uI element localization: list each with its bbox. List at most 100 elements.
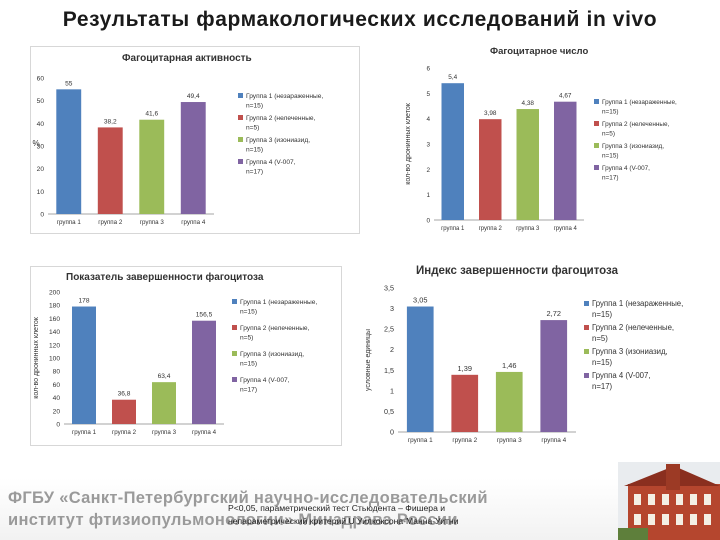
y-tick-label: 120 [49, 342, 60, 349]
institute-name-line2: институт фтизиопульмонологии» Минздрава … [8, 511, 458, 529]
legend-swatch [584, 373, 589, 378]
data-label: 49,4 [187, 93, 200, 100]
y-tick-label: 20 [53, 408, 61, 415]
x-tick-label: группа 3 [140, 219, 165, 226]
y-tick-label: 2 [426, 167, 430, 174]
legend-swatch [238, 115, 243, 120]
data-label: 55 [65, 80, 73, 87]
legend-entry: Группа 2 (нелеченные, n=5) [602, 121, 670, 137]
y-tick-label: 0,5 [384, 407, 394, 416]
legend-swatch [232, 377, 237, 382]
bar-группа-3 [152, 382, 176, 424]
y-tick-label: 4 [426, 116, 430, 123]
y-axis-label: кол-во дронинных клеток [405, 102, 412, 185]
chart-phagocytosis-completeness-index: Индекс завершенности фагоцитоза 0 0,5 1 1,5 2… [360, 260, 690, 448]
y-tick-label: 1,5 [384, 366, 394, 375]
bar-группа-1 [56, 89, 82, 214]
bar-группа-1 [406, 306, 434, 432]
y-tick-label: 40 [37, 121, 45, 128]
chart-svg: Показатель завершенности фагоцитоза 0 20 40… [30, 266, 342, 446]
data-label: 41,6 [145, 111, 158, 118]
legend-entry: Группа 4 (V-007, n=17) [592, 371, 651, 391]
y-tick-label: 6 [426, 66, 430, 73]
y-tick-label: 0 [40, 212, 44, 219]
x-tick-label: группа 1 [57, 219, 82, 226]
y-axis-label: % [32, 139, 39, 148]
y-tick-label: 140 [49, 329, 60, 336]
footer-band [0, 478, 720, 540]
statistics-note-line2: непараметрический критерий U Уилкоксона-… [228, 516, 459, 526]
chart-svg: Фагоцитарная активность 0 10 20 30 40 50 60% 55 г… [30, 46, 360, 234]
y-tick-label: 5 [426, 91, 430, 98]
x-tick-label: группа 4 [192, 429, 217, 436]
data-label: 63,4 [158, 373, 171, 380]
bar-группа-4 [192, 320, 216, 424]
legend-entry: Группа 1 (незараженные, n=15) [240, 299, 317, 316]
bar-группа-2 [479, 119, 502, 220]
legend-entry: Группа 1 (незараженные, n=15) [246, 93, 323, 110]
chart-svg: Индекс завершенности фагоцитоза 0 0,5 1 1,5 2… [365, 265, 683, 444]
chart-phagocytosis-completeness: Показатель завершенности фагоцитоза 0 20 40… [30, 266, 342, 446]
legend-entry: Группа 3 (изониазид, n=15) [602, 143, 664, 159]
y-tick-label: 50 [37, 98, 45, 105]
legend-swatch [584, 301, 589, 306]
statistics-note: P<0,05, параметрический тест Стьюдента –… [228, 502, 488, 528]
chart-svg: Фагоцитарное число 0 1 2 3 4 5 6 кол-во дронинны… [405, 46, 677, 232]
legend-swatch [232, 351, 237, 356]
x-tick-label: группа 2 [112, 429, 137, 436]
x-tick-label: группа 1 [72, 429, 97, 436]
data-label: 1,46 [502, 361, 516, 370]
x-tick-label: группа 4 [541, 437, 566, 444]
legend-swatch [238, 159, 243, 164]
y-tick-label: 0 [390, 428, 394, 437]
y-tick-label: 0 [426, 218, 430, 225]
legend-entry: Группа 2 (нелеченные, n=5) [240, 325, 310, 342]
y-tick-label: 1 [426, 192, 430, 199]
y-tick-label: 160 [49, 316, 60, 323]
legend-entry: Группа 4 (V-007, n=17) [240, 377, 290, 394]
legend-entry: Группа 1 (незараженные, n=15) [602, 99, 677, 115]
data-label: 3,05 [413, 296, 427, 305]
legend-swatch [238, 137, 243, 142]
data-label: 4,67 [559, 93, 572, 100]
x-tick-label: группа 2 [452, 437, 477, 444]
legend-swatch [584, 349, 589, 354]
bar-группа-4 [540, 320, 568, 432]
x-tick-label: группа 2 [479, 226, 503, 232]
x-tick-label: группа 3 [516, 226, 540, 232]
legend-swatch [594, 99, 599, 104]
legend-entry: Группа 2 (нелеченные, n=5) [246, 115, 316, 132]
y-tick-label: 1 [390, 386, 394, 395]
legend-entry: Группа 3 (изониазид, n=15) [592, 347, 668, 367]
chart-title: Фагоцитарное число [490, 46, 588, 57]
legend-swatch [238, 93, 243, 98]
chart-title: Фагоцитарная активность [122, 53, 252, 64]
legend-entry: Группа 4 (V-007, n=17) [602, 165, 650, 181]
legend-entry: Группа 4 (V-007, n=17) [246, 159, 296, 176]
page-title: Результаты фармакологических исследовани… [62, 8, 658, 31]
bar-группа-4 [180, 102, 206, 214]
bar-группа-2 [451, 374, 479, 432]
bar-группа-2 [112, 399, 136, 424]
legend-swatch [232, 299, 237, 304]
bar-группа-1 [441, 83, 464, 220]
y-tick-label: 3 [390, 304, 394, 313]
data-label: 1,39 [458, 364, 472, 373]
x-tick-label: группа 1 [441, 226, 465, 232]
data-label: 4,38 [522, 100, 535, 107]
y-tick-label: 20 [37, 166, 45, 173]
x-tick-label: группа 4 [181, 219, 206, 226]
y-tick-label: 60 [53, 382, 61, 389]
y-tick-label: 40 [53, 395, 61, 402]
legend-swatch [594, 121, 599, 126]
y-tick-label: 0 [56, 422, 60, 429]
y-tick-label: 30 [37, 144, 45, 151]
x-tick-label: группа 3 [152, 429, 177, 436]
y-tick-label: 3,5 [384, 284, 394, 293]
legend-entry: Группа 3 (изониазид, n=15) [240, 351, 304, 368]
institute-name-line1: ФГБУ «Санкт-Петербургский научно-исследо… [8, 489, 488, 507]
legend-swatch [232, 325, 237, 330]
data-label: 36,8 [118, 391, 131, 398]
x-tick-label: группа 3 [497, 437, 522, 444]
data-label: 2,72 [547, 309, 561, 318]
